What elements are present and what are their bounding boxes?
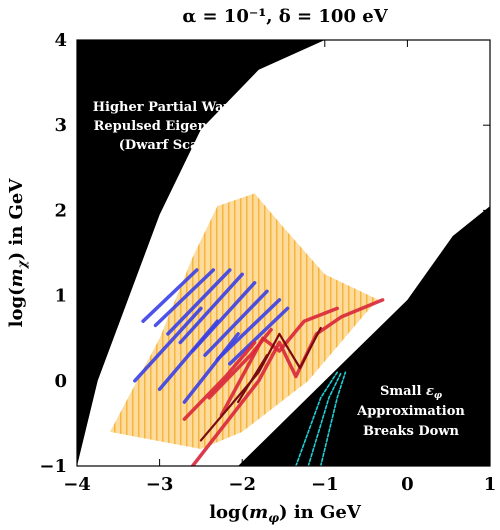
y-tick-label: 3 — [54, 115, 67, 136]
annotation-line: (Dwarf Scales) — [119, 138, 225, 153]
annotation-line: Higher Partial Waves, — [93, 100, 252, 115]
blue-curve-3 — [178, 272, 244, 345]
y-tick-label: 1 — [54, 286, 67, 307]
blue-curve-0 — [141, 268, 199, 323]
y-tick-label: 0 — [54, 371, 67, 392]
y-tick-label: −1 — [39, 456, 67, 477]
excluded-region-lower-right — [238, 206, 490, 466]
red-curve-3 — [182, 340, 257, 421]
cyan-curve-0 — [295, 371, 339, 466]
annotation-higher-partial-waves: Higher Partial Waves, Repulsed Eigenstat… — [93, 100, 252, 153]
cyan-curve-2 — [319, 371, 347, 466]
darkred-curve-0 — [199, 326, 322, 442]
y-axis-label: log(mχ) in GeV — [6, 178, 29, 328]
red-curve-2 — [207, 327, 273, 400]
blue-curve-10 — [182, 332, 240, 404]
x-axis-label: log(mφ) in GeV — [209, 502, 362, 525]
red-curve-1 — [219, 306, 339, 417]
blue-curve-5 — [203, 289, 269, 357]
x-tick-label: −2 — [228, 474, 256, 495]
annotation-small-epsilon: Small εφ Approximation Breaks Down — [356, 384, 465, 439]
x-tick-label: −1 — [311, 474, 339, 495]
x-tick-label: 1 — [484, 474, 497, 495]
blue-curve-2 — [166, 268, 232, 336]
blue-curve-9 — [157, 319, 220, 392]
y-tick-label: 4 — [54, 30, 67, 51]
region-layer — [77, 40, 490, 466]
blue-curve-1 — [153, 268, 216, 328]
excluded-region-upper-left — [77, 40, 325, 466]
x-tick-label: −4 — [63, 474, 91, 495]
x-tick-label: 0 — [401, 474, 414, 495]
chart-title: α = 10⁻¹, δ = 100 eV — [182, 6, 388, 27]
red-curve-0 — [190, 298, 385, 466]
blue-curve-7 — [228, 306, 290, 366]
darkred-curve-1 — [237, 354, 269, 404]
plot-frame — [76, 39, 491, 467]
orange-band-region — [110, 193, 379, 449]
x-tick-label: −3 — [146, 474, 174, 495]
annotation-line: Repulsed Eigenstates — [94, 119, 251, 134]
blue-curve-8 — [133, 306, 203, 383]
series-layer — [133, 268, 385, 466]
annotation-line: Small εφ — [380, 384, 443, 401]
annotation-line: Breaks Down — [363, 424, 460, 439]
y-tick-label: 2 — [54, 200, 67, 221]
annotation-line: Approximation — [356, 404, 465, 419]
tick-layer: −4 −3 −2 −1 0 1 −1 0 1 2 3 4 — [39, 30, 496, 495]
cyan-curve-1 — [307, 371, 343, 466]
